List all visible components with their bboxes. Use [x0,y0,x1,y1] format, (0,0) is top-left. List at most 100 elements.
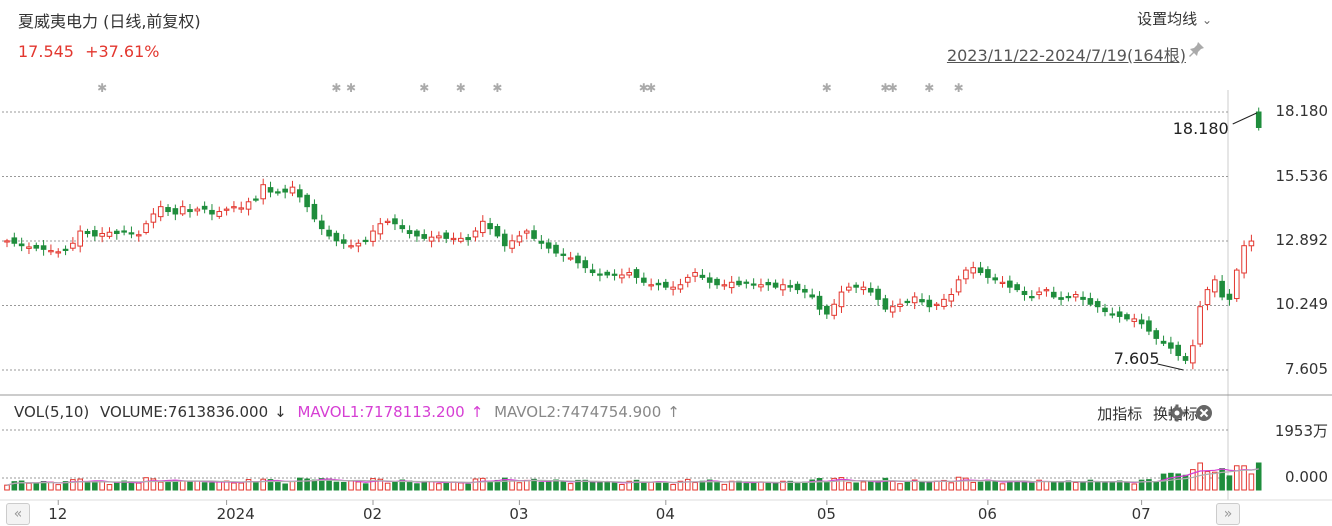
volume-bar [428,481,435,491]
candle-body [626,272,633,276]
candle-body [750,283,757,286]
volume-bar [853,482,859,491]
volume-bar [289,481,296,491]
candle-body [11,237,18,244]
volume-bar [531,478,537,491]
volume-bar [99,481,105,491]
candle-body [597,273,603,276]
volume-tick-label: 0.000 [1285,468,1328,486]
volume-bar [919,480,925,491]
volume-bar [326,478,332,491]
candle-body [480,220,486,234]
indicator-tools: 加指标 换指标 [1097,403,1204,424]
volume-bar [926,481,933,491]
date-range-link[interactable]: 2023/11/22-2024/7/19(164根) [946,46,1186,65]
candle-body [121,230,127,233]
close-icon[interactable] [1195,404,1213,422]
volume-bar [62,481,69,491]
candle-body [655,282,662,286]
volume-bar [948,482,955,491]
volume-bar [194,480,201,491]
volume-bar [1241,465,1247,491]
candle-body [860,286,867,291]
candle-body [1204,289,1211,306]
ma-setting-button[interactable]: 设置均线 ⌄ [1137,8,1212,29]
volume-bar [1065,480,1072,491]
candle-body [1036,291,1042,296]
candle-body [714,278,720,286]
candle-body [875,288,881,300]
candle-body [1138,319,1145,325]
candle-body [1029,296,1035,299]
candle-body [245,201,252,210]
candle-body [135,234,142,237]
volume-bar [941,479,947,491]
volume-bar [392,481,398,491]
event-marker-icon: ✱ [822,81,832,95]
candle-body [99,232,105,237]
volume-bar [1168,472,1174,491]
candle-body [853,284,859,288]
candle-body [157,206,164,218]
volume-bar [421,480,428,491]
scroll-right-button[interactable]: » [1216,503,1240,525]
candle-body [523,230,530,234]
candle-body [743,281,750,284]
candle-body [70,242,76,249]
event-marker-icon: ✱ [639,81,649,95]
candle-body [1168,342,1174,349]
scroll-left-button[interactable]: « [6,503,30,525]
candle-body [1241,245,1247,274]
x-tick-label: 07 [1131,505,1151,523]
volume-bar [399,479,406,491]
volume-bar [516,482,523,491]
candle-body [648,284,654,287]
candle-body [999,281,1006,284]
candle-body [194,208,201,212]
volume-bar [1050,481,1057,491]
volume-bar [48,481,54,491]
mavol2-value: MAVOL2:7474754.900 [494,403,662,421]
volume-bar [1175,473,1182,491]
candle-body [926,299,933,308]
volume-bar [114,481,120,491]
volume-bar [231,482,237,491]
candle-body [1248,240,1255,247]
volume-bar [1131,483,1138,491]
volume-bar [1182,474,1189,491]
candle-body [1153,330,1160,339]
x-tick-label: 06 [977,505,997,523]
candle-body [1080,296,1086,300]
x-tick-label: 03 [509,505,529,523]
candle-body [40,245,47,250]
event-marker-icon: ✱ [331,81,341,95]
candle-body [150,213,157,223]
add-indicator-button[interactable]: 加指标 [1097,405,1143,423]
gear-icon[interactable] [1168,404,1186,422]
volume-bar [216,481,223,491]
candle-body [831,303,837,316]
volume-bar [567,483,574,491]
volume-bar [318,478,325,491]
volume-bar [706,479,713,491]
candle-body [846,286,852,291]
candle-body [1190,345,1196,364]
candle-body [677,284,684,290]
candle-body [758,284,764,288]
candle-body [911,296,918,304]
candle-body [933,303,940,306]
candle-body [1131,318,1138,322]
vol-label: VOL(5,10) [14,403,90,421]
event-marker-icon: ✱ [880,81,890,95]
x-tick-label: 2024 [216,505,255,523]
candle-body [889,306,896,313]
candle-body [304,194,310,208]
volume-bar [575,479,581,491]
candle-body [114,230,120,234]
page-title: 夏威夷电力 (日线,前复权) [18,12,201,31]
candle-body [165,207,171,213]
pin-icon[interactable] [1188,40,1206,58]
volume-bar [772,482,779,491]
candle-body [128,232,135,235]
